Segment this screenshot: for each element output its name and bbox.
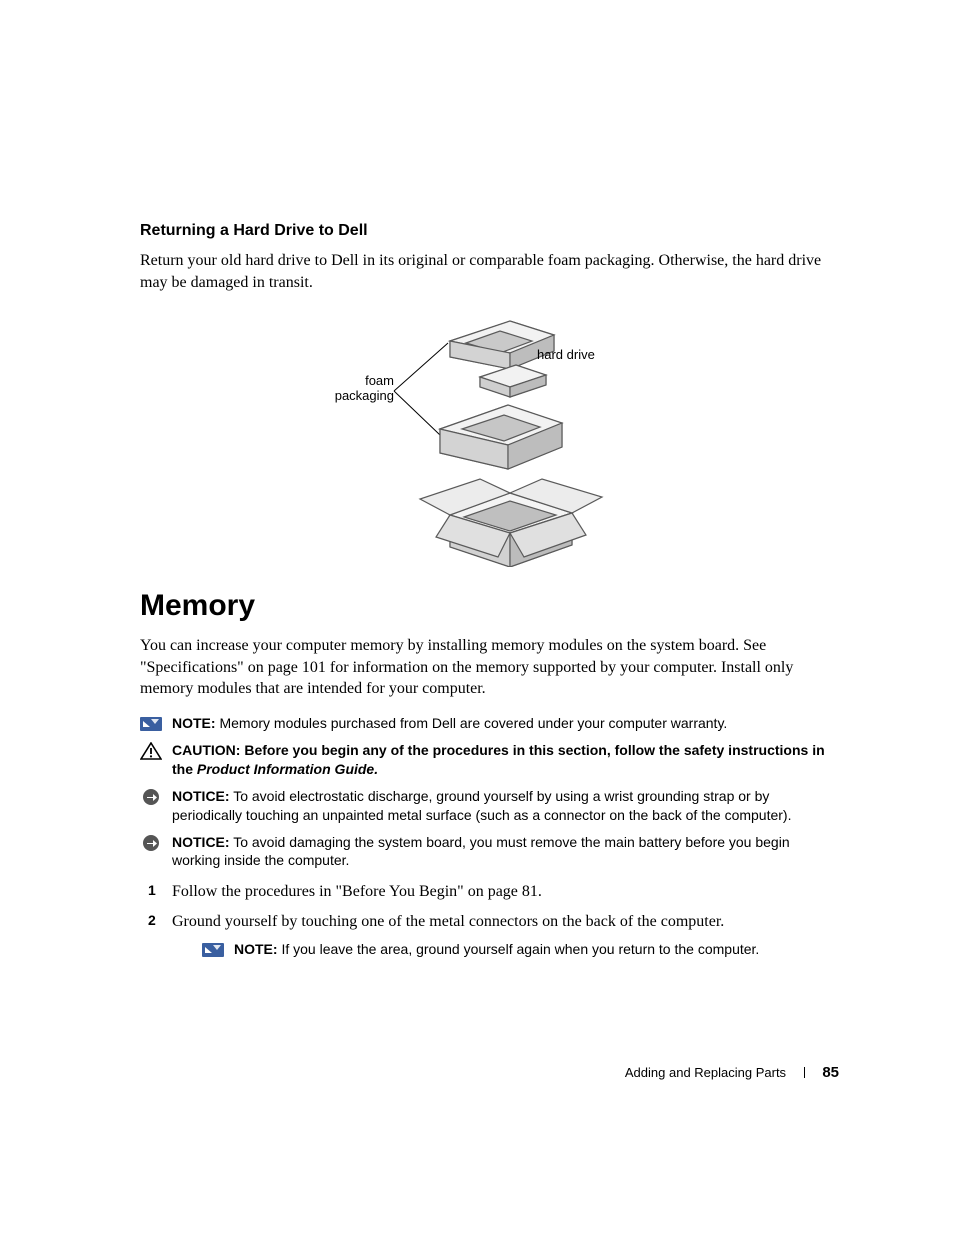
- document-page: Returning a Hard Drive to Dell Return yo…: [0, 0, 954, 1235]
- note-icon: [202, 941, 224, 959]
- callout-note-ground-again: NOTE: If you leave the area, ground your…: [202, 940, 839, 959]
- caution-icon: [140, 742, 162, 760]
- callout-notice-esd: NOTICE: To avoid electrostatic discharge…: [140, 787, 839, 825]
- page-footer: Adding and Replacing Parts 85: [625, 1064, 839, 1081]
- callout-text: NOTE: If you leave the area, ground your…: [234, 940, 759, 959]
- callout-text: NOTE: Memory modules purchased from Dell…: [172, 714, 727, 733]
- footer-separator: [804, 1067, 805, 1078]
- figure-label-hdd: hard drive: [537, 347, 595, 362]
- step-1: Follow the procedures in "Before You Beg…: [140, 880, 839, 904]
- callout-text: NOTICE: To avoid damaging the system boa…: [172, 833, 839, 871]
- figure-packaging: foam packaging hard drive: [140, 307, 839, 567]
- heading-memory: Memory: [140, 589, 839, 623]
- callout-text: CAUTION: Before you begin any of the pro…: [172, 741, 839, 779]
- notice-icon: [140, 834, 162, 852]
- figure-svg: [340, 307, 640, 567]
- callout-notice-battery: NOTICE: To avoid damaging the system boa…: [140, 833, 839, 871]
- callout-caution-safety: CAUTION: Before you begin any of the pro…: [140, 741, 839, 779]
- notice-icon: [140, 788, 162, 806]
- paragraph-returning-hdd: Return your old hard drive to Dell in it…: [140, 250, 839, 293]
- note-icon: [140, 715, 162, 733]
- callout-note-warranty: NOTE: Memory modules purchased from Dell…: [140, 714, 839, 733]
- step-2: Ground yourself by touching one of the m…: [140, 910, 839, 959]
- subheading-returning-hdd: Returning a Hard Drive to Dell: [140, 222, 839, 240]
- footer-page-number: 85: [822, 1064, 839, 1081]
- footer-section: Adding and Replacing Parts: [625, 1065, 786, 1080]
- paragraph-memory-intro: You can increase your computer memory by…: [140, 635, 839, 700]
- figure-label-foam: foam packaging: [304, 373, 394, 403]
- steps-list: Follow the procedures in "Before You Beg…: [140, 880, 839, 959]
- callout-text: NOTICE: To avoid electrostatic discharge…: [172, 787, 839, 825]
